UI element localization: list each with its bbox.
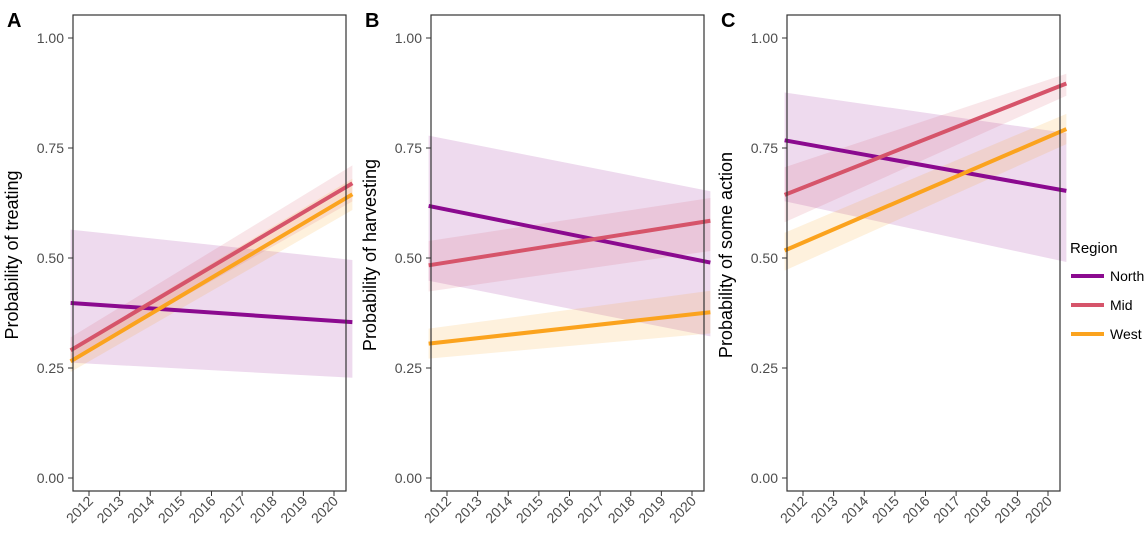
x-tick-label: 2014 <box>838 493 871 526</box>
x-tick-label: 2016 <box>543 493 576 526</box>
legend-item-north: North <box>1071 268 1144 284</box>
y-tick-label: 1.00 <box>751 30 778 46</box>
y-tick-label: 0.50 <box>37 250 64 266</box>
y-axis-title: Probability of treating <box>2 170 22 339</box>
y-tick-label: 0.00 <box>37 470 64 486</box>
panel-border <box>786 14 1061 492</box>
panel-letter: A <box>7 10 21 32</box>
legend: Region North Mid West <box>1070 240 1144 342</box>
y-axis-title: Probability of some action <box>716 152 736 358</box>
y-tick-label: 0.25 <box>395 360 422 376</box>
y-tick-label: 1.00 <box>395 30 422 46</box>
x-tick-label: 2017 <box>216 493 249 526</box>
series-line-north <box>70 300 353 325</box>
ci-band-north <box>784 92 1067 262</box>
panel-letter: C <box>721 10 735 32</box>
ci-band-mid <box>70 165 353 361</box>
x-tick-label: 2016 <box>185 493 218 526</box>
x-tick-label: 2016 <box>899 493 932 526</box>
x-tick-label: 2013 <box>93 493 126 526</box>
x-tick-label: 2020 <box>1022 493 1055 526</box>
y-axis-title: Probability of harvesting <box>360 159 380 351</box>
legend-label-north: North <box>1110 268 1144 284</box>
series-line-west <box>783 127 1068 253</box>
y-tick-label: 1.00 <box>37 30 64 46</box>
x-tick-label: 2015 <box>869 493 902 526</box>
series-line-north <box>428 203 711 265</box>
x-tick-label: 2017 <box>930 493 963 526</box>
y-tick-label: 0.75 <box>37 140 64 156</box>
x-tick-label: 2015 <box>155 493 188 526</box>
legend-label-mid: Mid <box>1110 297 1133 313</box>
x-tick-label: 2019 <box>277 493 310 526</box>
legend-label-west: West <box>1110 326 1142 342</box>
y-tick-label: 0.50 <box>751 250 778 266</box>
panel-a: 0.00 0.25 0.50 0.75 1.00 20122013201420152016… <box>2 10 354 526</box>
x-tick-label: 2019 <box>635 493 668 526</box>
x-tick-label: 2018 <box>247 493 280 526</box>
x-tick-label: 2014 <box>482 493 515 526</box>
x-tick-label: 2012 <box>421 493 454 526</box>
legend-item-mid: Mid <box>1071 297 1133 313</box>
x-tick-label: 2020 <box>308 493 341 526</box>
panel-border <box>72 14 347 492</box>
ci-band-west <box>428 290 711 359</box>
series-line-north <box>784 138 1067 193</box>
x-tick-label: 2015 <box>513 493 546 526</box>
x-tick-label: 2013 <box>451 493 484 526</box>
x-tick-label: 2018 <box>605 493 638 526</box>
series-line-west <box>69 192 354 364</box>
legend-title: Region <box>1070 240 1118 257</box>
ci-band-west <box>784 113 1067 271</box>
y-tick-label: 0.00 <box>751 470 778 486</box>
series-line-mid <box>69 181 354 353</box>
x-tick-label: 2013 <box>807 493 840 526</box>
panel-c: 0.00 0.25 0.50 0.75 1.00 20122013201420152016… <box>716 10 1068 526</box>
y-tick-label: 0.25 <box>751 360 778 376</box>
y-tick-label: 0.25 <box>37 360 64 376</box>
ci-band-north <box>70 229 353 378</box>
y-tick-label: 0.75 <box>395 140 422 156</box>
y-tick-label: 0.00 <box>395 470 422 486</box>
x-tick-label: 2018 <box>961 493 994 526</box>
x-tick-label: 2012 <box>777 493 810 526</box>
panel-b: 0.00 0.25 0.50 0.75 1.00 20122013201420152016… <box>360 10 711 526</box>
y-tick-label: 0.75 <box>751 140 778 156</box>
series-line-mid <box>783 81 1068 197</box>
x-tick-label: 2019 <box>991 493 1024 526</box>
x-tick-label: 2012 <box>63 493 96 526</box>
panels: 0.000.250.500.751.0020122013201420152016… <box>2 10 1068 526</box>
series-line-west <box>428 310 711 346</box>
x-tick-label: 2017 <box>574 493 607 526</box>
panel-letter: B <box>365 10 379 32</box>
x-tick-label: 2020 <box>666 493 699 526</box>
x-tick-label: 2014 <box>124 493 157 526</box>
series-line-mid <box>428 218 711 268</box>
panel-border <box>430 14 705 492</box>
legend-item-west: West <box>1071 326 1142 342</box>
y-tick-label: 0.50 <box>395 250 422 266</box>
